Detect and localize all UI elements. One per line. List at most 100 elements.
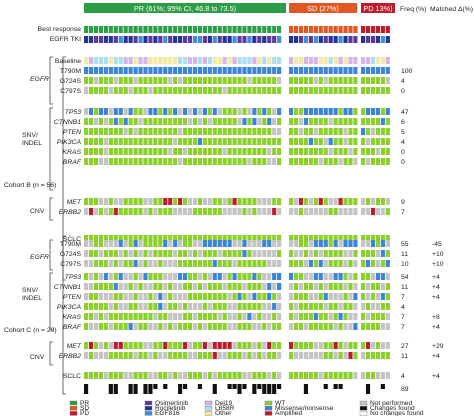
cohort-b-braf-cell <box>328 158 333 165</box>
cohort-c-tp53-cell <box>313 273 318 280</box>
cohort-b-c797s-cell <box>202 87 207 94</box>
cohort-b-pten-cell <box>153 128 158 135</box>
cohort-c-erbb2-cell <box>303 352 308 359</box>
cohort-c-g724s-cell <box>158 250 163 257</box>
best-response-cell <box>338 26 343 33</box>
cohort-b-t790m-cell <box>370 67 376 74</box>
cohort-c-erbb2-cell <box>192 352 198 359</box>
cohort-b-g724s-cell <box>93 77 99 84</box>
best-response-cell <box>227 26 232 33</box>
cohort-b-met-cell <box>222 198 227 205</box>
cohort-c-c797s-cell <box>242 260 247 267</box>
cohort-c-pten-cell <box>222 293 227 300</box>
cohort-c-erbb2-cell <box>222 352 227 359</box>
cohort-b-baseline-cell <box>143 57 148 64</box>
legend-swatch <box>204 406 213 411</box>
cohort-b-c797s-cell <box>298 87 304 94</box>
cohort-c-g724s-cell <box>262 250 267 257</box>
cohort-c-kras-cell <box>375 313 380 320</box>
cohort-c-pik3ca-cell <box>143 303 148 310</box>
best-response-cell <box>272 26 277 33</box>
cohort-b-tp53-cell <box>113 108 118 115</box>
cohort-b-c797s-cell <box>227 87 232 94</box>
cohort-b-pik3ca-cell <box>88 138 94 145</box>
cohort-b-pik3ca-cell <box>247 138 252 145</box>
cohort-c-tp53-cell <box>272 273 277 280</box>
cohort-c-matched-value: +4 <box>432 294 440 301</box>
cohort-b-tp53-cell <box>202 108 207 115</box>
cohort-c-tp53-cell <box>303 273 308 280</box>
egfr-tki-cell <box>298 36 304 43</box>
cohort-b-baseline-cell <box>361 57 366 64</box>
cohort-c-kras-cell <box>192 313 198 320</box>
cohort-b-c797s-cell <box>252 87 257 94</box>
egfr-tki-cell <box>237 36 242 43</box>
cohort-b-kras-cell <box>365 148 371 155</box>
cohort-b-sclc-cell <box>247 235 252 242</box>
cohort-b-g724s-cell <box>232 77 237 84</box>
best-response-cell <box>173 26 178 33</box>
cohort-b-kras-cell <box>247 148 252 155</box>
egfr-tki-cell <box>293 36 299 43</box>
cohort-b-tp53-cell <box>153 108 158 115</box>
cohort-c-pten-cell <box>187 293 193 300</box>
cohort-c-g724s-cell <box>84 250 89 257</box>
cohort-b-sclc-cell <box>212 235 217 242</box>
egfr-tki-cell <box>113 36 118 43</box>
cohort-c-g724s-cell <box>143 250 148 257</box>
cohort-b-kras-cell <box>313 148 318 155</box>
cohort-c-ctnnb1-cell <box>118 283 123 290</box>
cohort-b-kras-cell <box>84 148 89 155</box>
changes-found-cell <box>123 384 128 389</box>
cohort-c-t790m-cell <box>128 240 133 247</box>
cohort-c-g724s-cell <box>318 250 323 257</box>
cohort-c-freq-value: 11 <box>401 251 408 258</box>
cohort-c-erbb2-cell <box>257 352 262 359</box>
cohort-c-cnv-bracket <box>49 341 53 366</box>
cohort-c-sclc-cell <box>133 372 138 379</box>
cohort-b-baseline-cell <box>343 57 348 64</box>
cohort-c-ctnnb1-cell <box>308 283 313 290</box>
cohort-b-sclc-cell <box>242 235 247 242</box>
cohort-b-braf-cell <box>207 158 212 165</box>
cohort-c-c797s-cell <box>163 260 168 267</box>
cohort-b-ctnnb1-cell <box>88 118 94 125</box>
cohort-c-cnv-group: CNV <box>30 354 45 361</box>
cohort-b-ctnnb1-cell <box>318 118 323 125</box>
cohort-b-t790m-cell <box>133 67 138 74</box>
cohort-c-g724s-cell <box>227 250 232 257</box>
legend-label: Amplified <box>275 410 302 416</box>
cohort-c-pten-cell <box>227 293 232 300</box>
egfr-tki-cell <box>133 36 138 43</box>
cohort-c-tp53-cell <box>93 273 99 280</box>
cohort-c-c797s-cell <box>158 260 163 267</box>
cohort-b-pten-cell <box>133 128 138 135</box>
cohort-c-pten-cell <box>237 293 242 300</box>
cohort-c-kras-cell <box>348 313 353 320</box>
cohort-b-g724s-cell <box>222 77 227 84</box>
cohort-c-kras-cell <box>183 313 188 320</box>
cohort-c-kras-cell <box>380 313 385 320</box>
cohort-c-c797s-cell <box>88 260 94 267</box>
changes-found-cell <box>267 384 272 394</box>
cohort-b-g724s-cell <box>303 77 308 84</box>
cohort-b-g724s-cell <box>385 77 390 84</box>
cohort-c-sclc-cell <box>272 372 277 379</box>
cohort-c-t790m-cell <box>365 240 371 247</box>
cohort-c-pten-cell <box>313 293 318 300</box>
cohort-b-braf-cell <box>93 158 99 165</box>
legend-swatch <box>204 411 213 416</box>
cohort-c-met-cell <box>118 342 123 349</box>
cohort-c-t790m-cell <box>192 240 198 247</box>
cohort-b-erbb2-cell <box>370 208 376 215</box>
cohort-b-c797s-cell <box>123 87 128 94</box>
cohort-c-c797s-cell <box>212 260 217 267</box>
best-response-cell <box>308 26 313 33</box>
cohort-b-t790m-cell <box>187 67 193 74</box>
cohort-c-sclc-cell <box>143 372 148 379</box>
cohort-c-met-cell <box>173 342 178 349</box>
cohort-b-kras-cell <box>272 148 277 155</box>
cohort-b-tp53-cell <box>123 108 128 115</box>
cohort-b-erbb2-cell <box>168 208 173 215</box>
cohort-c-c797s-cell <box>178 260 183 267</box>
